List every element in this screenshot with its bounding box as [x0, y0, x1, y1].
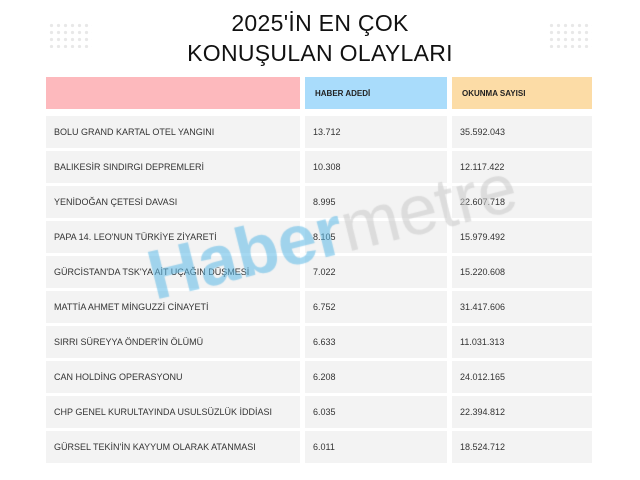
read-count-cell: 22.394.812 — [452, 396, 592, 428]
read-count-cell: 35.592.043 — [452, 116, 592, 148]
read-count-cell: 22.607.718 — [452, 186, 592, 218]
table-row: PAPA 14. LEO'NUN TÜRKİYE ZİYARETİ 8.105 15… — [46, 221, 592, 253]
header-event — [46, 77, 300, 109]
read-count-cell: 15.979.492 — [452, 221, 592, 253]
news-count-cell: 10.308 — [305, 151, 447, 183]
table-row: YENİDOĞAN ÇETESİ DAVASI 8.995 22.607.718 — [46, 186, 592, 218]
read-count-cell: 24.012.165 — [452, 361, 592, 393]
page-title: 2025'İN EN ÇOK KONUŞULAN OLAYLARI — [0, 8, 640, 68]
table-row: GÜRSEL TEKİN'İN KAYYUM OLARAK ATANMASI 6.… — [46, 431, 592, 463]
table-row: SIRRI SÜREYYA ÖNDER'İN ÖLÜMÜ 6.633 11.031.… — [46, 326, 592, 358]
news-count-cell: 8.105 — [305, 221, 447, 253]
read-count-cell: 11.031.313 — [452, 326, 592, 358]
event-cell: GÜRSEL TEKİN'İN KAYYUM OLARAK ATANMASI — [46, 431, 300, 463]
table-row: MATTİA AHMET MİNGUZZİ CİNAYETİ 6.752 31.41… — [46, 291, 592, 323]
news-count-cell: 6.011 — [305, 431, 447, 463]
news-count-cell: 6.035 — [305, 396, 447, 428]
event-cell: CHP GENEL KURULTAYINDA USULSÜZLÜK İDDİAS… — [46, 396, 300, 428]
read-count-cell: 15.220.608 — [452, 256, 592, 288]
table-row: CAN HOLDİNG OPERASYONU 6.208 24.012.165 — [46, 361, 592, 393]
news-count-cell: 6.208 — [305, 361, 447, 393]
table-row: CHP GENEL KURULTAYINDA USULSÜZLÜK İDDİAS… — [46, 396, 592, 428]
event-cell: YENİDOĞAN ÇETESİ DAVASI — [46, 186, 300, 218]
event-cell: SIRRI SÜREYYA ÖNDER'İN ÖLÜMÜ — [46, 326, 300, 358]
read-count-cell: 18.524.712 — [452, 431, 592, 463]
news-count-cell: 7.022 — [305, 256, 447, 288]
event-cell: BOLU GRAND KARTAL OTEL YANGINI — [46, 116, 300, 148]
event-cell: CAN HOLDİNG OPERASYONU — [46, 361, 300, 393]
title-line-2: KONUŞULAN OLAYLARI — [187, 40, 453, 66]
title-line-1: 2025'İN EN ÇOK — [231, 10, 409, 36]
header-read-count: OKUNMA SAYISI — [452, 77, 592, 109]
event-cell: MATTİA AHMET MİNGUZZİ CİNAYETİ — [46, 291, 300, 323]
table-row: GÜRCİSTAN'DA TSK'YA AİT UÇAĞIN DÜŞMESİ 7.… — [46, 256, 592, 288]
news-count-cell: 6.752 — [305, 291, 447, 323]
event-cell: PAPA 14. LEO'NUN TÜRKİYE ZİYARETİ — [46, 221, 300, 253]
news-count-cell: 13.712 — [305, 116, 447, 148]
table-row: BALIKESİR SINDIRGI DEPREMLERİ 10.308 12.11… — [46, 151, 592, 183]
event-cell: BALIKESİR SINDIRGI DEPREMLERİ — [46, 151, 300, 183]
table-row: BOLU GRAND KARTAL OTEL YANGINI 13.712 35.5… — [46, 116, 592, 148]
news-count-cell: 8.995 — [305, 186, 447, 218]
read-count-cell: 31.417.606 — [452, 291, 592, 323]
header-news-count: HABER ADEDİ — [305, 77, 447, 109]
event-cell: GÜRCİSTAN'DA TSK'YA AİT UÇAĞIN DÜŞMESİ — [46, 256, 300, 288]
read-count-cell: 12.117.422 — [452, 151, 592, 183]
news-count-cell: 6.633 — [305, 326, 447, 358]
